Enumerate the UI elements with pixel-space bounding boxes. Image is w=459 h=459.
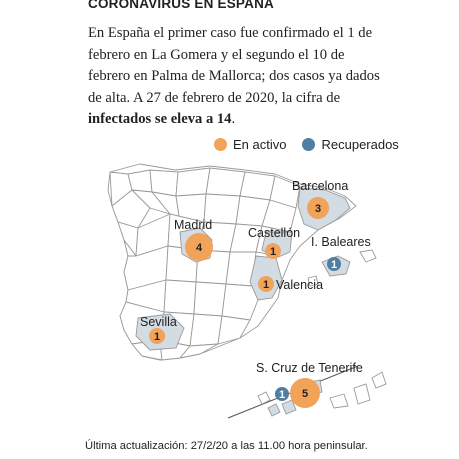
marker-barcelona: Barcelona 3 bbox=[292, 179, 348, 219]
barcelona-active-dot bbox=[307, 197, 329, 219]
last-updated-note: Última actualización: 27/2/20 a las 11.0… bbox=[85, 440, 368, 452]
tenerife-active-dot bbox=[290, 378, 320, 408]
marker-tenerife: S. Cruz de Tenerife 5 bbox=[256, 361, 363, 408]
intro-end: . bbox=[231, 111, 236, 127]
intro-paragraph: En España el primer caso fue confirmado … bbox=[88, 23, 388, 131]
baleares-recovered-dot bbox=[327, 257, 341, 271]
intro-bold-text: infectados se eleva a 14 bbox=[88, 111, 232, 127]
recovered-legend-dot bbox=[302, 138, 316, 151]
madrid-count: 4 bbox=[196, 242, 203, 254]
tenerife-count: 5 bbox=[302, 388, 308, 400]
label-tenerife: S. Cruz de Tenerife bbox=[256, 361, 363, 375]
label-castellon: Castellón bbox=[248, 226, 300, 240]
castellon-count: 1 bbox=[270, 246, 276, 258]
marker-gomera: 1 bbox=[275, 387, 289, 401]
legend: En activo Recuperados bbox=[214, 137, 399, 152]
recovered-legend-label: Recuperados bbox=[321, 137, 399, 152]
label-baleares: I. Baleares bbox=[311, 235, 371, 249]
active-legend-dot bbox=[214, 138, 227, 151]
label-madrid: Madrid bbox=[174, 218, 212, 232]
baleares-count: 1 bbox=[331, 259, 337, 271]
barcelona-count: 3 bbox=[315, 203, 321, 215]
valencia-count: 1 bbox=[263, 279, 269, 291]
madrid-active-dot bbox=[185, 233, 213, 261]
label-barcelona: Barcelona bbox=[292, 179, 348, 193]
sevilla-active-dot bbox=[149, 328, 165, 344]
sevilla-count: 1 bbox=[154, 331, 160, 343]
label-sevilla: Sevilla bbox=[140, 315, 177, 329]
page-title: CORONAVIRUS EN ESPAÑA bbox=[88, 0, 274, 11]
valencia-active-dot bbox=[258, 276, 274, 292]
gomera-count: 1 bbox=[279, 389, 285, 401]
intro-text: En España el primer caso fue confirmado … bbox=[88, 25, 380, 106]
marker-sevilla: Sevilla 1 bbox=[140, 315, 177, 344]
label-valencia: Valencia bbox=[276, 278, 323, 292]
marker-madrid: Madrid 4 bbox=[174, 218, 213, 261]
marker-castellon: Castellón 1 bbox=[248, 226, 300, 259]
marker-baleares: I. Baleares 1 bbox=[311, 235, 371, 271]
gomera-recovered-dot bbox=[275, 387, 289, 401]
active-legend-label: En activo bbox=[233, 137, 287, 152]
castellon-active-dot bbox=[265, 243, 281, 259]
marker-valencia: 1 Valencia bbox=[258, 276, 323, 292]
